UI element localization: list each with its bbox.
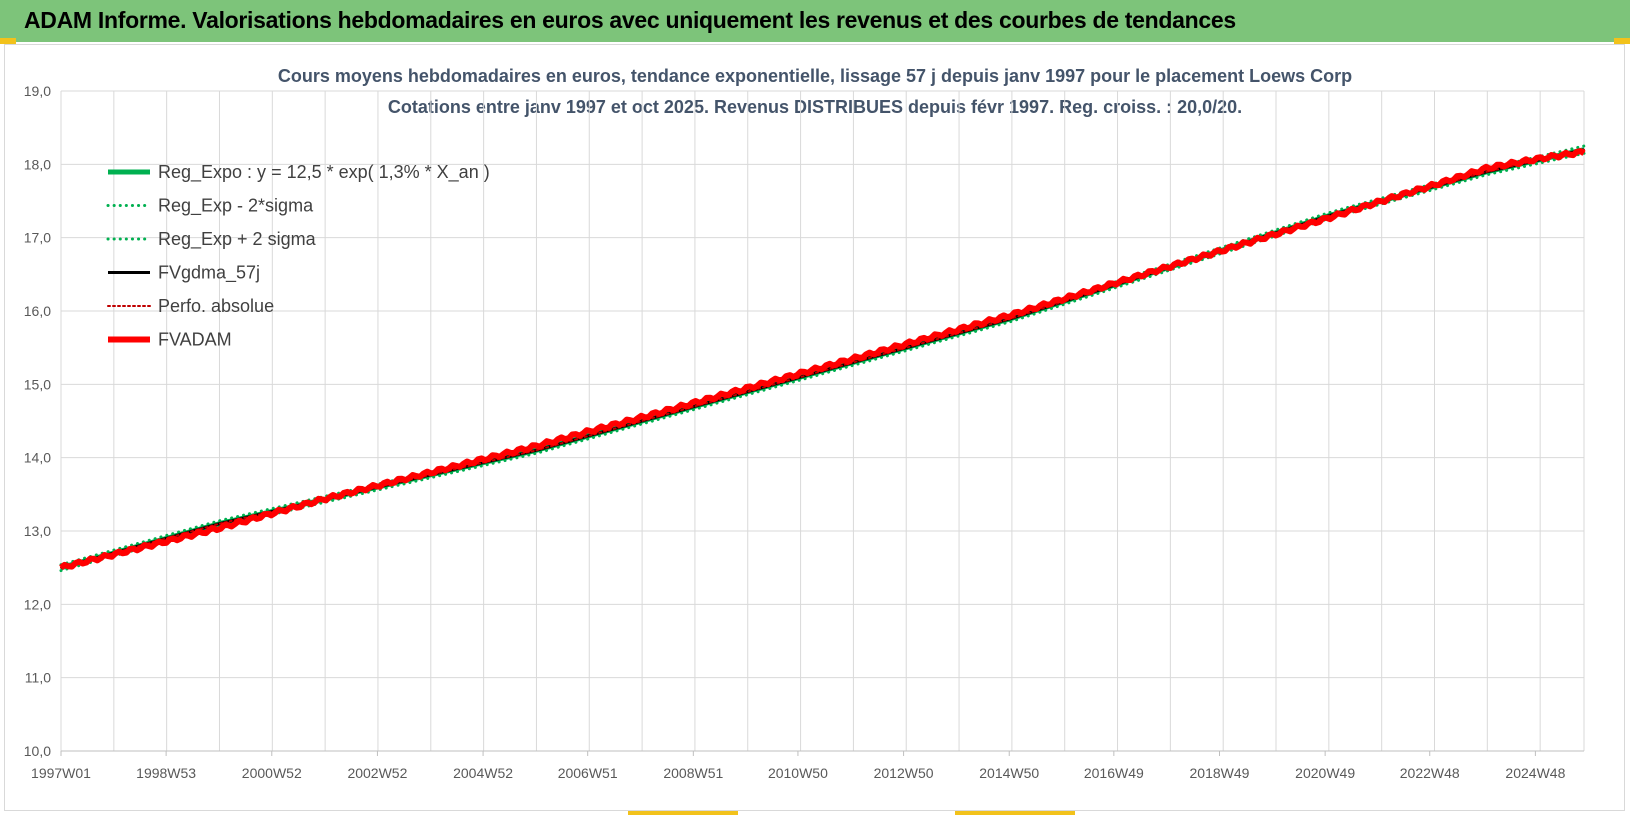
chart-frame [4, 44, 1625, 811]
y-tick-label: 11,0 [25, 670, 51, 686]
y-tick-label: 18,0 [24, 156, 51, 172]
x-tick-label: 2002W52 [347, 765, 407, 781]
grid-layer [60, 90, 1585, 752]
x-tick-label: 1998W53 [136, 765, 196, 781]
y-tick-label: 17,0 [24, 230, 51, 246]
x-tick-label: 2000W52 [242, 765, 302, 781]
header-banner: ADAM Informe. Valorisations hebdomadaire… [0, 0, 1630, 44]
legend-label: FVADAM [158, 330, 232, 350]
series-line [59, 148, 1586, 571]
x-tick-label: 2020W49 [1295, 765, 1355, 781]
legend-label: Reg_Exp + 2 sigma [158, 229, 317, 250]
chart-title: Cours moyens hebdomadaires en euros, ten… [277, 66, 1353, 86]
y-tick-label: 14,0 [24, 450, 51, 466]
legend-label: Perfo. absolue [158, 296, 274, 316]
x-tick-label: 1997W01 [31, 765, 91, 781]
y-tick-label: 19,0 [24, 83, 51, 99]
legend-label: Reg_Expo : y = 12,5 * exp( 1,3% * X_an ) [158, 162, 490, 183]
y-tick-label: 13,0 [24, 523, 51, 539]
legend-label: Reg_Exp - 2*sigma [158, 196, 314, 217]
x-tick-label: 2012W50 [874, 765, 934, 781]
accent-bar-bottom-1 [628, 811, 738, 815]
axis-layer: 10,0 11,0 12,0 13,0 14,0 15,0 16,0 17,0 18,0 19,0… [24, 83, 1584, 781]
accent-corner-right [1614, 38, 1630, 44]
legend: Reg_Expo : y = 12,5 * exp( 1,3% * X_an )… [106, 162, 490, 350]
x-tick-label: 2018W49 [1190, 765, 1250, 781]
x-tick-label: 2004W52 [453, 765, 513, 781]
x-tick-label: 2016W49 [1084, 765, 1144, 781]
x-tick-label: 2024W48 [1505, 765, 1565, 781]
y-tick-label: 10,0 [24, 743, 51, 759]
x-tick-label: 2022W48 [1400, 765, 1460, 781]
y-tick-label: 16,0 [24, 303, 51, 319]
x-tick-label: 2006W51 [558, 765, 618, 781]
x-tick-label: 2010W50 [768, 765, 828, 781]
chart-subtitle: Cotations entre janv 1997 et oct 2025. R… [387, 97, 1243, 117]
y-tick-label: 12,0 [24, 596, 51, 612]
page-title: ADAM Informe. Valorisations hebdomadaire… [24, 7, 1236, 33]
x-tick-label: 2014W50 [979, 765, 1039, 781]
accent-corner-left [0, 38, 16, 44]
accent-bar-bottom-2 [955, 811, 1075, 815]
series-layer [59, 144, 1586, 573]
x-tick-label: 2008W51 [663, 765, 723, 781]
y-tick-label: 15,0 [24, 376, 51, 392]
legend-label: FVgdma_57j [158, 263, 260, 284]
